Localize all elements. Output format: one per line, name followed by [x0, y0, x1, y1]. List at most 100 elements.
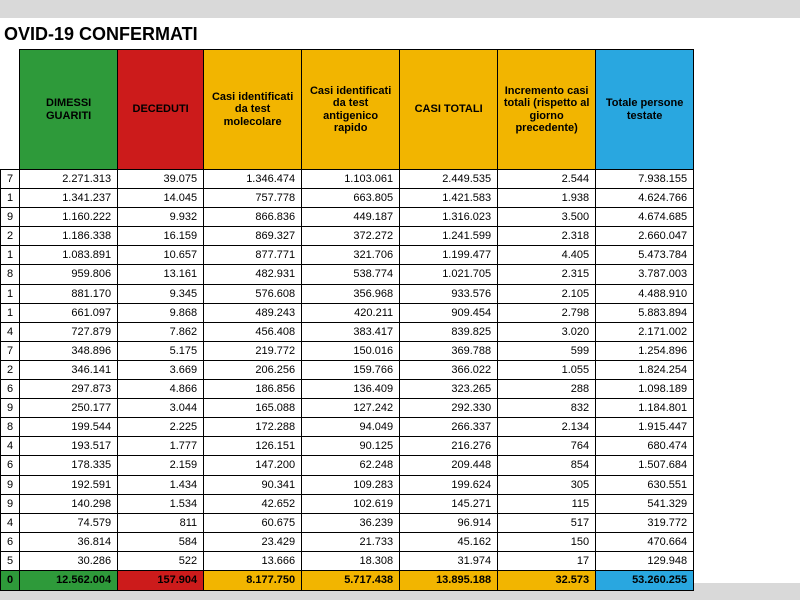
table-row: 6178.3352.159147.20062.248209.4488541.50…: [1, 456, 694, 475]
row-stub: 8: [1, 265, 20, 284]
cell: 145.271: [400, 494, 498, 513]
col-header-inc: Incremento casi totali (rispetto al gior…: [498, 50, 596, 170]
cell: 36.239: [302, 513, 400, 532]
cell: 1.777: [118, 437, 204, 456]
row-stub: 9: [1, 208, 20, 227]
table-row: 1661.0979.868489.243420.211909.4542.7985…: [1, 303, 694, 322]
cell: 3.669: [118, 360, 204, 379]
cell: 2.449.535: [400, 170, 498, 189]
table-row: 1881.1709.345576.608356.968933.5762.1054…: [1, 284, 694, 303]
cell: 757.778: [204, 189, 302, 208]
cell: 764: [498, 437, 596, 456]
col-header-tot: CASI TOTALI: [400, 50, 498, 170]
cell: 3.044: [118, 399, 204, 418]
table-row: 530.28652213.66618.30831.97417129.948: [1, 551, 694, 570]
cell: 74.579: [20, 513, 118, 532]
cell: 1.021.705: [400, 265, 498, 284]
cell: 159.766: [302, 360, 400, 379]
cell: 10.657: [118, 246, 204, 265]
cell: 661.097: [20, 303, 118, 322]
cell: 42.652: [204, 494, 302, 513]
table-row: 11.083.89110.657877.771321.7061.199.4774…: [1, 246, 694, 265]
cell: 319.772: [596, 513, 694, 532]
cell: 369.788: [400, 341, 498, 360]
cell: 4.405: [498, 246, 596, 265]
cell: 1.915.447: [596, 418, 694, 437]
cell: 250.177: [20, 399, 118, 418]
cell: 541.329: [596, 494, 694, 513]
cell: 2.159: [118, 456, 204, 475]
cell: 811: [118, 513, 204, 532]
table-row: 4727.8797.862456.408383.417839.8253.0202…: [1, 322, 694, 341]
cell: 21.733: [302, 532, 400, 551]
table-row: 7348.8965.175219.772150.016369.7885991.2…: [1, 341, 694, 360]
cell: 346.141: [20, 360, 118, 379]
cell: 126.151: [204, 437, 302, 456]
table-row: 636.81458423.42921.73345.162150470.664: [1, 532, 694, 551]
cell: 136.409: [302, 380, 400, 399]
cell: 266.337: [400, 418, 498, 437]
cell: 18.308: [302, 551, 400, 570]
cell: 1.434: [118, 475, 204, 494]
cell: 3.787.003: [596, 265, 694, 284]
cell: 538.774: [302, 265, 400, 284]
cell: 323.265: [400, 380, 498, 399]
cell: 178.335: [20, 456, 118, 475]
col-header-ant: Casi identificati da test antigenico rap…: [302, 50, 400, 170]
cell: 482.931: [204, 265, 302, 284]
cell: 216.276: [400, 437, 498, 456]
cell: 4.674.685: [596, 208, 694, 227]
cell: 305: [498, 475, 596, 494]
table-row: 6297.8734.866186.856136.409323.2652881.0…: [1, 380, 694, 399]
cell: 2.660.047: [596, 227, 694, 246]
row-stub: 2: [1, 227, 20, 246]
cell: 909.454: [400, 303, 498, 322]
row-stub: 7: [1, 170, 20, 189]
cell: 839.825: [400, 322, 498, 341]
cell: 727.879: [20, 322, 118, 341]
cell: 663.805: [302, 189, 400, 208]
covid-table: DIMESSI GUARITIDECEDUTICasi identificati…: [0, 49, 694, 591]
cell: 4.866: [118, 380, 204, 399]
cell: 115: [498, 494, 596, 513]
totals-cell: 53.260.255: [596, 570, 694, 590]
cell: 599: [498, 341, 596, 360]
cell: 9.868: [118, 303, 204, 322]
cell: 1.824.254: [596, 360, 694, 379]
cell: 192.591: [20, 475, 118, 494]
cell: 489.243: [204, 303, 302, 322]
cell: 1.346.474: [204, 170, 302, 189]
cell: 140.298: [20, 494, 118, 513]
cell: 1.199.477: [400, 246, 498, 265]
cell: 522: [118, 551, 204, 570]
cell: 517: [498, 513, 596, 532]
totals-cell: 12.562.004: [20, 570, 118, 590]
cell: 14.045: [118, 189, 204, 208]
totals-cell: 13.895.188: [400, 570, 498, 590]
row-stub: 1: [1, 284, 20, 303]
cell: 832: [498, 399, 596, 418]
table-row: 72.271.31339.0751.346.4741.103.0612.449.…: [1, 170, 694, 189]
row-stub: 9: [1, 399, 20, 418]
cell: 2.318: [498, 227, 596, 246]
cell: 356.968: [302, 284, 400, 303]
row-stub: 6: [1, 456, 20, 475]
cell: 60.675: [204, 513, 302, 532]
cell: 2.134: [498, 418, 596, 437]
cell: 199.544: [20, 418, 118, 437]
cell: 5.473.784: [596, 246, 694, 265]
col-header-pers: Totale persone testate: [596, 50, 694, 170]
row-stub: 4: [1, 322, 20, 341]
table-row: 11.341.23714.045757.778663.8051.421.5831…: [1, 189, 694, 208]
cell: 3.500: [498, 208, 596, 227]
row-stub: 2: [1, 360, 20, 379]
cell: 9.932: [118, 208, 204, 227]
row-stub: 8: [1, 418, 20, 437]
table-row: 474.57981160.67536.23996.914517319.772: [1, 513, 694, 532]
table-row: 9140.2981.53442.652102.619145.271115541.…: [1, 494, 694, 513]
cell: 292.330: [400, 399, 498, 418]
table-row: 21.186.33816.159869.327372.2721.241.5992…: [1, 227, 694, 246]
cell: 90.125: [302, 437, 400, 456]
totals-cell: 8.177.750: [204, 570, 302, 590]
cell: 150.016: [302, 341, 400, 360]
